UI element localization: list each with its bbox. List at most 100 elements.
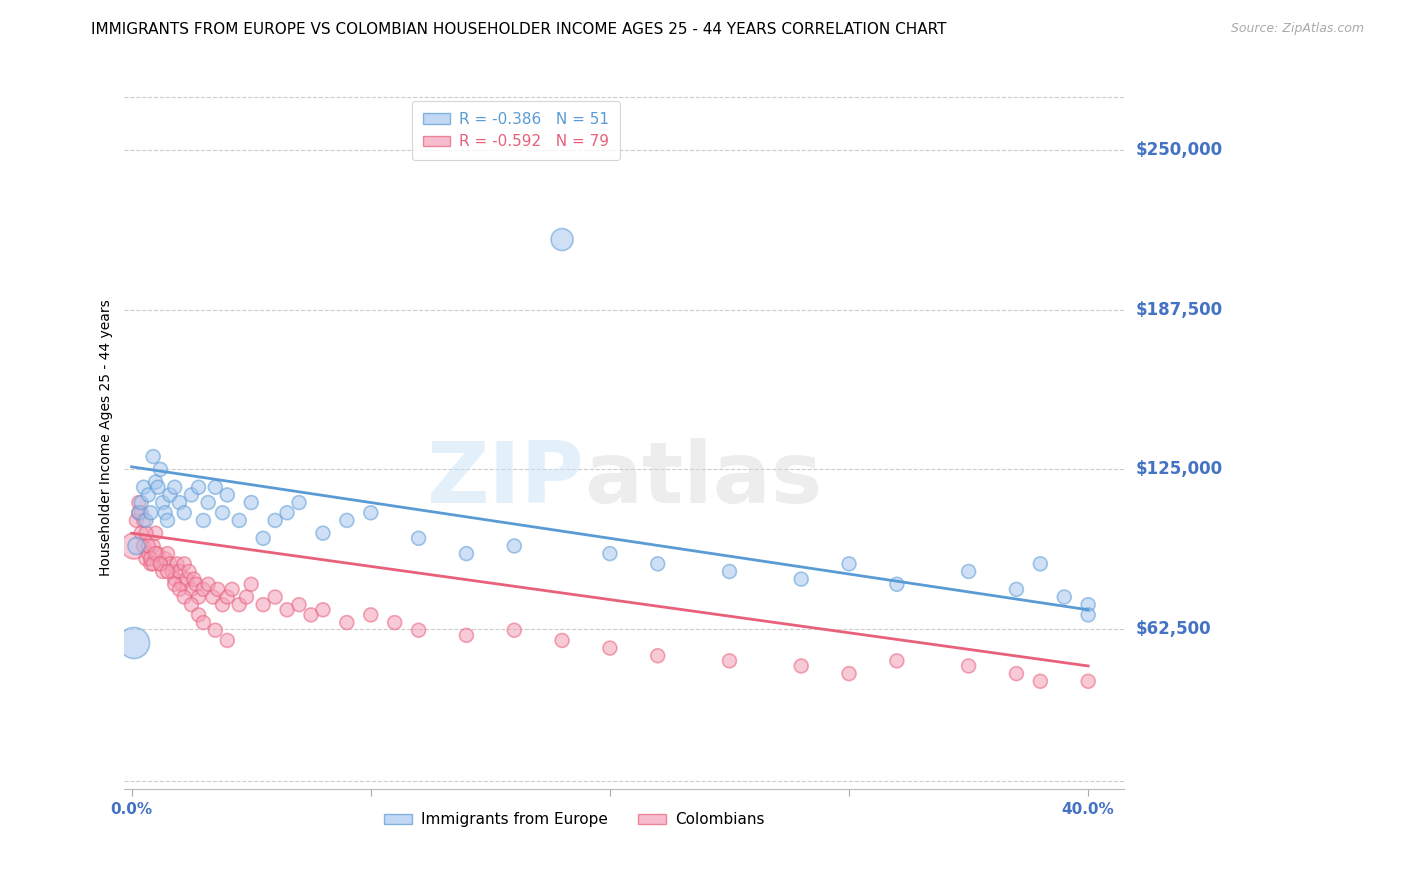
Point (276, 603, 298, 617)
Point (128, 506, 150, 520)
Point (139, 557, 162, 571)
Point (1005, 582, 1028, 597)
Point (240, 577, 263, 591)
Text: atlas: atlas (585, 438, 823, 521)
Point (170, 577, 193, 591)
Point (128, 506, 150, 520)
Point (138, 539, 160, 553)
Text: $187,500: $187,500 (1135, 301, 1222, 318)
Point (240, 495, 263, 509)
Point (183, 572, 205, 586)
Point (138, 547, 160, 561)
Point (204, 624, 226, 638)
Point (360, 506, 382, 520)
Point (886, 654, 908, 668)
Point (142, 557, 165, 571)
Point (142, 539, 165, 553)
Text: Source: ZipAtlas.com: Source: ZipAtlas.com (1230, 22, 1364, 36)
Point (152, 495, 174, 509)
Point (149, 557, 172, 571)
Point (129, 506, 152, 520)
Point (264, 513, 287, 527)
Point (180, 582, 202, 597)
Point (264, 590, 287, 604)
Point (129, 526, 152, 541)
Point (1077, 598, 1099, 612)
Point (186, 577, 208, 591)
Point (145, 475, 167, 490)
Point (146, 480, 169, 494)
Point (156, 565, 179, 579)
Point (169, 495, 191, 509)
Point (204, 480, 226, 494)
Point (217, 488, 239, 502)
Point (197, 577, 219, 591)
Legend: Immigrants from Europe, Colombians: Immigrants from Europe, Colombians (378, 806, 770, 833)
Point (128, 495, 150, 509)
Point (207, 582, 229, 597)
Point (180, 598, 202, 612)
Point (193, 513, 215, 527)
Point (235, 590, 257, 604)
Point (790, 572, 813, 586)
Text: IMMIGRANTS FROM EUROPE VS COLOMBIAN HOUSEHOLDER INCOME AGES 25 - 44 YEARS CORREL: IMMIGRANTS FROM EUROPE VS COLOMBIAN HOUS… (91, 22, 946, 37)
Point (139, 551, 162, 566)
Point (193, 615, 215, 630)
Text: $250,000: $250,000 (1135, 141, 1222, 159)
Point (149, 462, 172, 476)
Point (166, 557, 188, 571)
Point (173, 590, 195, 604)
Point (163, 572, 186, 586)
Point (180, 488, 202, 502)
Point (145, 526, 167, 541)
Point (252, 598, 274, 612)
Point (312, 526, 335, 541)
Point (503, 539, 526, 553)
Point (647, 557, 669, 571)
Point (135, 551, 157, 566)
Point (599, 641, 621, 656)
Point (153, 506, 176, 520)
Point (156, 513, 179, 527)
Point (187, 480, 209, 494)
Point (211, 506, 233, 520)
Point (228, 598, 250, 612)
Point (163, 577, 186, 591)
Point (1029, 557, 1052, 571)
Point (193, 582, 215, 597)
Point (132, 539, 155, 553)
Point (142, 450, 165, 464)
Point (135, 526, 157, 541)
Point (135, 513, 157, 527)
Point (169, 582, 191, 597)
Point (957, 565, 980, 579)
Point (408, 531, 430, 545)
Point (551, 633, 574, 648)
Point (288, 495, 311, 509)
Point (122, 539, 145, 553)
Point (456, 628, 478, 642)
Point (132, 513, 155, 527)
Point (156, 547, 179, 561)
Point (551, 233, 574, 247)
Point (503, 624, 526, 638)
Point (252, 531, 274, 545)
Point (176, 572, 198, 586)
Point (217, 590, 239, 604)
Point (299, 607, 322, 622)
Point (211, 598, 233, 612)
Point (125, 513, 148, 527)
Point (408, 624, 430, 638)
Point (312, 603, 335, 617)
Point (718, 565, 741, 579)
Point (177, 565, 200, 579)
Point (336, 513, 359, 527)
Point (360, 607, 382, 622)
Point (125, 539, 148, 553)
Point (221, 582, 243, 597)
Point (152, 565, 174, 579)
Point (169, 565, 191, 579)
Point (838, 666, 860, 681)
Point (187, 607, 209, 622)
Point (228, 513, 250, 527)
